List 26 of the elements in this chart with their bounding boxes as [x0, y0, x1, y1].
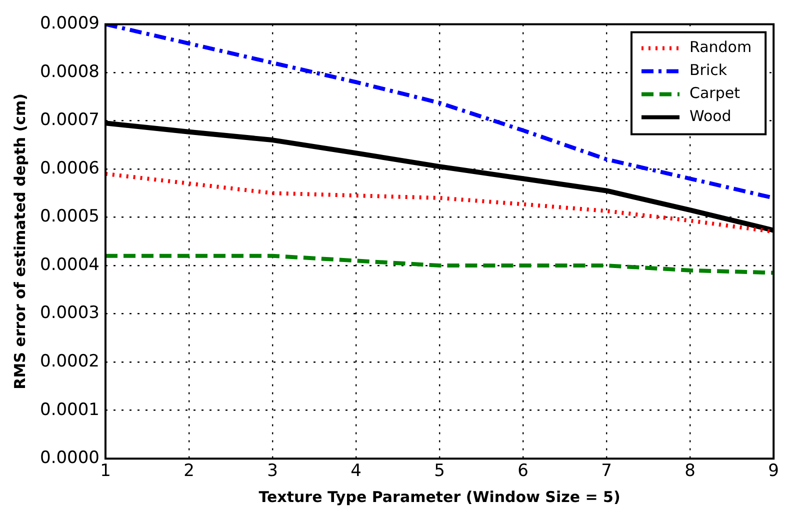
legend-label: Carpet	[689, 84, 740, 102]
x-tick-label: 4	[350, 461, 362, 482]
y-tick-label: 0.0000	[40, 448, 100, 468]
x-tick-label: 7	[601, 461, 612, 482]
y-tick-label: 0.0001	[40, 400, 100, 420]
x-tick-label: 3	[267, 461, 278, 482]
legend-label: Brick	[689, 61, 728, 80]
y-tick-label: 0.0003	[40, 303, 100, 324]
y-axis-title: RMS error of estimated depth (cm)	[10, 93, 29, 390]
y-tick-label: 0.0002	[40, 351, 100, 372]
y-tick-label: 0.0009	[40, 14, 100, 34]
x-axis-title: Texture Type Parameter (Window Size = 5)	[258, 488, 620, 506]
x-tick-label: 9	[768, 461, 780, 482]
y-tick-label: 0.0005	[40, 206, 100, 227]
x-tick-label: 1	[100, 461, 111, 482]
x-tick-label: 8	[684, 461, 696, 482]
legend-label: Random	[689, 38, 752, 56]
x-tick-label: 5	[434, 461, 445, 482]
y-tick-label: 0.0006	[40, 158, 100, 178]
line-series	[105, 254, 774, 275]
y-tick-label: 0.0007	[40, 110, 100, 130]
y-tick-label: 0.0004	[40, 254, 100, 275]
y-tick-label: 0.0008	[40, 62, 100, 82]
x-tick-label: 2	[184, 461, 194, 482]
x-tick-label: 6	[518, 461, 528, 482]
legend-label: Wood	[689, 107, 732, 126]
